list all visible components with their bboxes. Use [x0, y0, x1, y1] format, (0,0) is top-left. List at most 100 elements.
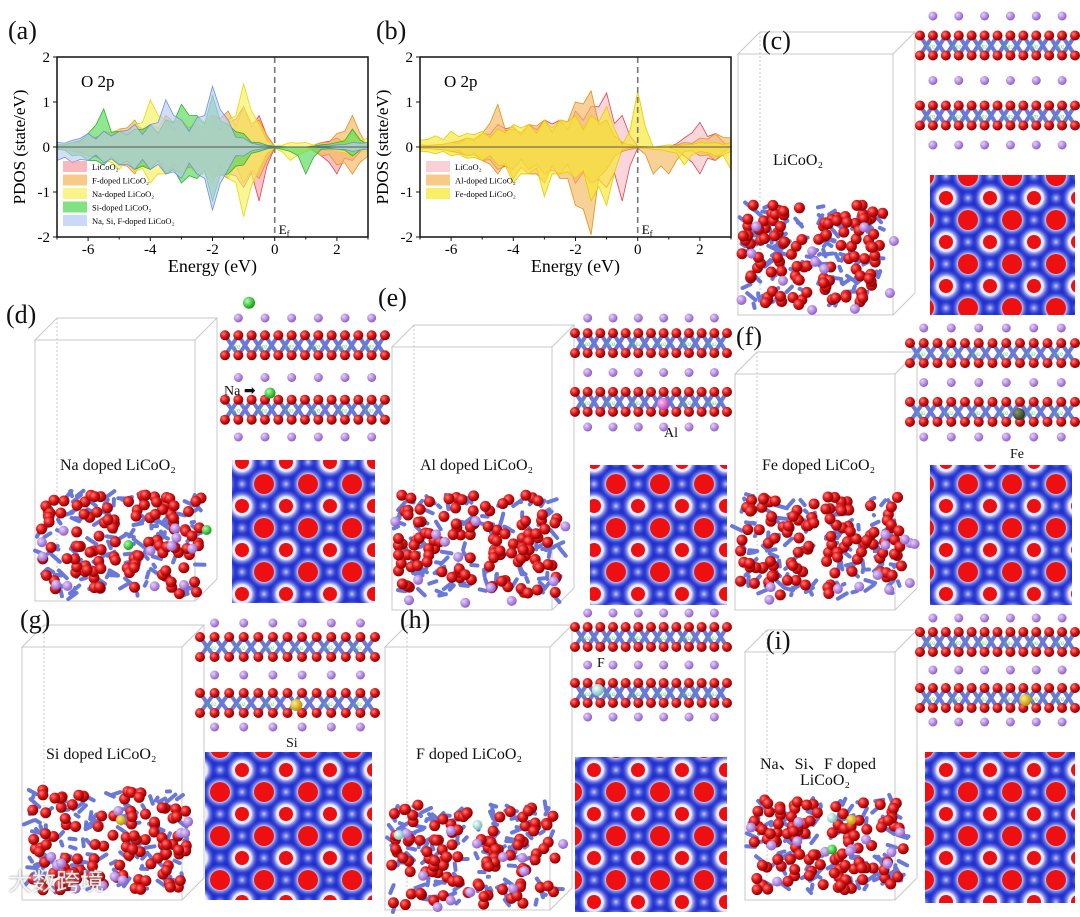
- co-o-bond: [891, 824, 901, 833]
- oxygen-atom: [178, 562, 190, 574]
- co-o-bond: [786, 830, 792, 843]
- co-o-bond: [837, 850, 851, 856]
- oxygen-atom: [854, 270, 866, 282]
- charge-density-image: [590, 465, 727, 605]
- oxygen-atom: [792, 546, 804, 558]
- dopant-atom: [827, 844, 837, 855]
- co-o-bond: [767, 266, 778, 278]
- dopant-label-al: Al: [664, 426, 678, 441]
- oxygen-atom: [671, 348, 682, 359]
- oxygen-atom: [1070, 396, 1080, 407]
- oxygen-atom: [483, 560, 495, 572]
- co-o-bond: [446, 890, 457, 901]
- bond-length-label: 0.02: [708, 343, 717, 348]
- co-o-bond: [769, 821, 776, 828]
- oxygen-atom: [802, 520, 814, 532]
- lithium-atom: [1057, 140, 1067, 150]
- oxygen-atom: [412, 559, 424, 571]
- oxygen-atom: [788, 831, 800, 843]
- lithium-atom: [417, 870, 428, 881]
- oxygen-atom: [595, 622, 606, 632]
- oxygen-atom: [238, 652, 249, 662]
- oxygen-atom: [490, 843, 502, 855]
- oxygen-atom: [709, 622, 720, 632]
- oxygen-atom: [496, 575, 508, 587]
- oxygen-atom: [810, 849, 822, 861]
- co-o-bond: [525, 819, 532, 828]
- co-o-bond: [829, 549, 841, 555]
- co-o-bond: [77, 509, 90, 520]
- oxygen-atom: [858, 212, 870, 224]
- oxygen-atom: [748, 815, 760, 827]
- oxygen-atom: [488, 552, 500, 564]
- oxygen-atom: [516, 532, 528, 544]
- oxygen-atom: [722, 328, 732, 339]
- oxygen-atom: [224, 632, 235, 642]
- co-o-bond: [826, 220, 835, 228]
- co-o-bond: [175, 881, 184, 888]
- co-o-bond: [784, 284, 794, 294]
- co-o-bond: [838, 862, 846, 874]
- co-o-bond: [887, 801, 894, 811]
- lithium-atom: [239, 722, 249, 732]
- oxygen-atom: [905, 338, 915, 349]
- oxygen-atom: [887, 802, 899, 814]
- co-o-bond: [150, 823, 164, 835]
- oxygen-atom: [895, 560, 907, 572]
- co-o-bond: [52, 572, 63, 578]
- co-o-bond: [550, 592, 562, 604]
- y-axis-label: PDOS (state/eV): [373, 90, 392, 205]
- bond-length-label: 0.02: [683, 402, 692, 407]
- oxygen-atom: [953, 100, 964, 111]
- oxygen-atom: [173, 844, 185, 856]
- oxygen-atom: [515, 878, 527, 890]
- co-o-bond: [840, 277, 852, 287]
- oxygen-atom: [451, 521, 463, 533]
- bond-length-label: 0.02: [1054, 353, 1063, 358]
- bond-length-label: 0.02: [1056, 642, 1065, 647]
- co-o-bond: [488, 809, 496, 821]
- co-o-bond: [769, 286, 781, 296]
- oxygen-atom: [517, 862, 529, 874]
- oxygen-atom: [744, 505, 756, 517]
- oxygen-atom: [748, 577, 760, 589]
- bond-length-label: 0.02: [683, 693, 692, 698]
- co-o-bond: [449, 841, 461, 849]
- co-o-bond: [389, 839, 400, 848]
- co-o-bond: [857, 206, 871, 216]
- oxygen-atom: [530, 848, 542, 860]
- co-o-bond: [850, 219, 864, 231]
- y-tick-label: 2: [43, 50, 51, 66]
- panel-label-f: (f): [736, 322, 762, 351]
- oxygen-atom: [123, 496, 135, 508]
- co-o-bond: [798, 498, 807, 508]
- oxygen-atom: [446, 571, 458, 583]
- oxygen-atom: [877, 817, 889, 829]
- oxygen-atom: [830, 801, 842, 813]
- co-o-bond: [539, 498, 547, 509]
- lithium-atom: [860, 834, 871, 845]
- co-o-bond: [395, 588, 408, 594]
- lithium-atom: [1057, 665, 1067, 675]
- lithium-atom: [46, 851, 57, 862]
- co-o-bond: [883, 826, 897, 836]
- oxygen-atom: [144, 512, 156, 524]
- co-o-bond: [509, 826, 524, 835]
- lithium-atom: [928, 717, 938, 727]
- oxygen-atom: [503, 494, 515, 506]
- bond-length-label: 0.02: [657, 402, 666, 407]
- co-o-bond: [780, 882, 791, 892]
- lithium-atom: [210, 618, 220, 628]
- co-o-bond: [809, 809, 819, 815]
- oxygen-atom: [671, 678, 682, 688]
- oxygen-atom: [461, 808, 473, 820]
- oxygen-atom: [504, 806, 516, 818]
- co-o-bond: [878, 536, 890, 545]
- co-o-bond: [816, 278, 822, 286]
- oxygen-atom: [888, 820, 900, 832]
- bond-length-label: 0.02: [632, 693, 641, 698]
- co-o-chain: [198, 633, 377, 661]
- oxygen-atom: [1057, 30, 1068, 41]
